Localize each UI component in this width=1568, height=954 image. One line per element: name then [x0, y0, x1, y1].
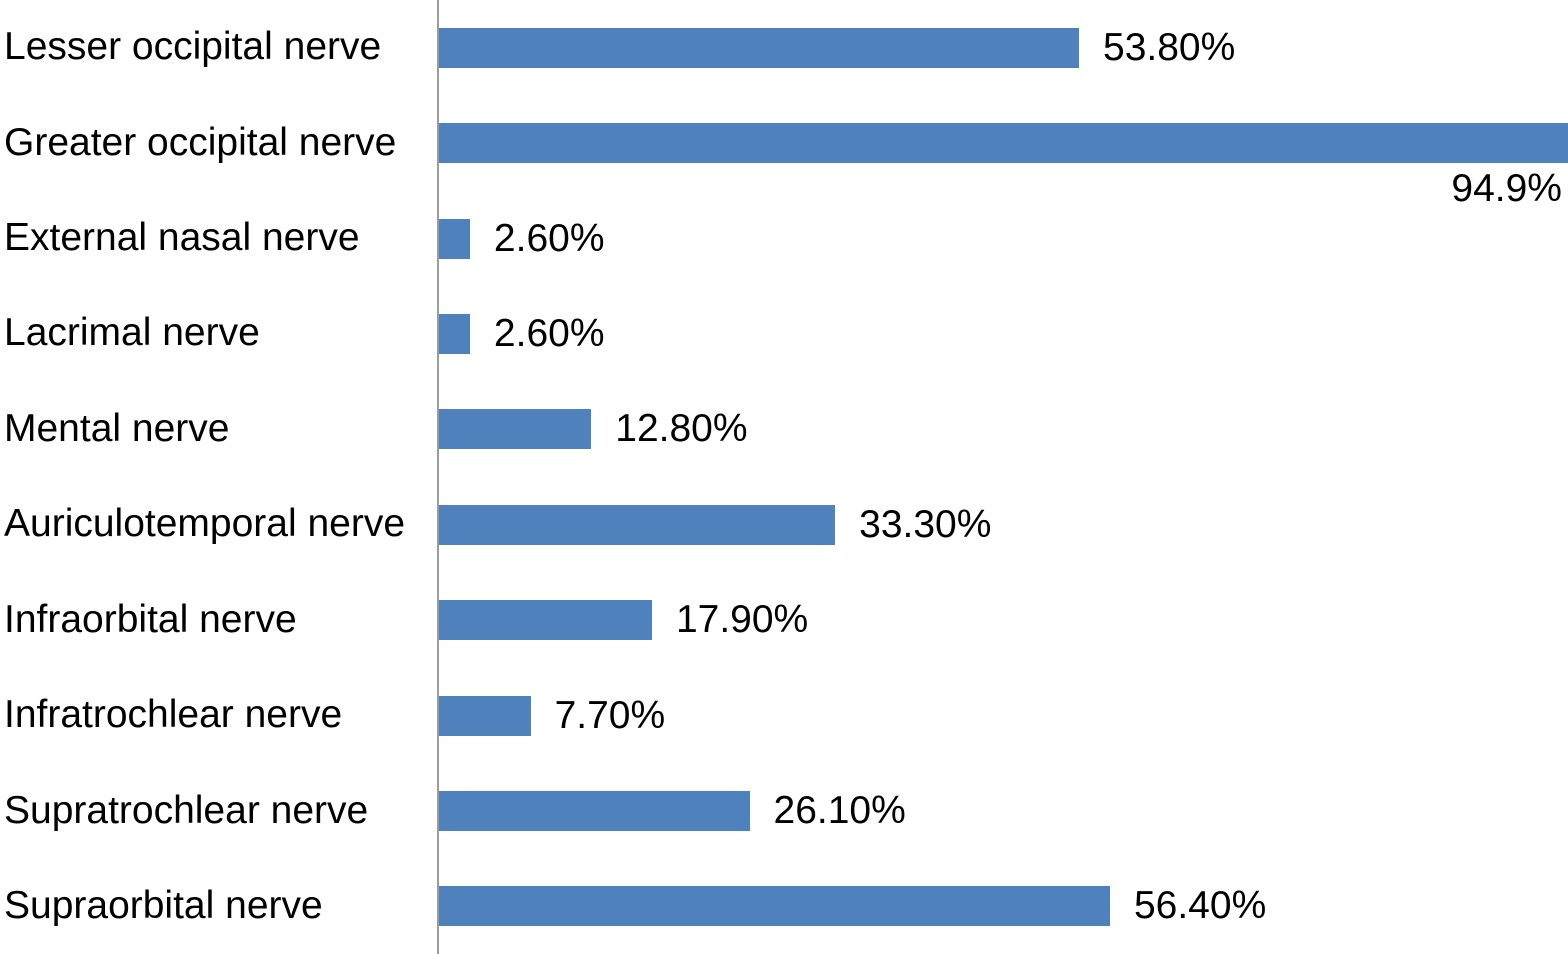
value-label: 2.60% [493, 311, 605, 355]
value-label: 17.90% [675, 598, 809, 642]
category-label: Lesser occipital nerve [4, 26, 382, 69]
y-axis-line [437, 0, 439, 954]
value-label: 2.60% [493, 216, 605, 260]
category-label: Greater occipital nerve [4, 121, 397, 164]
value-label: 26.10% [773, 788, 906, 832]
bar-area: 2.60% [439, 191, 1568, 286]
chart-row: Mental nerve 12.80% [0, 382, 1568, 477]
bar-area: 53.80% [439, 0, 1568, 95]
value-label: 94.9% [1451, 167, 1562, 211]
bar-area: 12.80% [439, 382, 1568, 477]
category-label: Supraorbital nerve [4, 884, 323, 927]
chart-row: External nasal nerve 2.60% [0, 191, 1568, 286]
category-label: Mental nerve [4, 407, 230, 450]
bar [439, 123, 1568, 164]
category-label: Auriculotemporal nerve [4, 503, 406, 546]
value-label: 33.30% [859, 502, 992, 546]
value-label: 12.80% [615, 407, 748, 451]
chart-row: Lacrimal nerve 2.60% [0, 286, 1568, 381]
chart-row: Infraorbital nerve 17.90% [0, 572, 1568, 667]
chart-row: Infratrochlear nerve 7.70% [0, 668, 1568, 763]
bar [439, 504, 836, 545]
category-label: Supratrochlear nerve [4, 789, 369, 832]
category-label: Infraorbital nerve [4, 598, 297, 641]
chart-row: Auriculotemporal nerve 33.30% [0, 477, 1568, 572]
bar [439, 409, 592, 450]
bar [439, 600, 652, 641]
value-label: 53.80% [1103, 25, 1236, 69]
value-label: 7.70% [554, 693, 666, 737]
chart-row: Supraorbital nerve 56.40% [0, 859, 1568, 954]
value-label: 56.40% [1133, 884, 1267, 928]
category-label: Infratrochlear nerve [4, 694, 343, 737]
bar [439, 27, 1080, 68]
bar [439, 695, 531, 736]
bar [439, 313, 470, 354]
category-label: Lacrimal nerve [4, 312, 260, 355]
bar [439, 790, 750, 831]
bar-area: 2.60% [439, 286, 1568, 381]
bar-area: 33.30% [439, 477, 1568, 572]
chart-row: Supratrochlear nerve 26.10% [0, 763, 1568, 858]
bar [439, 218, 470, 259]
bar-area: 17.90% [439, 572, 1568, 667]
bar [439, 886, 1110, 927]
category-label: External nasal nerve [4, 217, 360, 260]
chart-row: Lesser occipital nerve 53.80% [0, 0, 1568, 95]
chart-row: Greater occipital nerve 94.9% [0, 95, 1568, 210]
bar-area: 26.10% [439, 763, 1568, 858]
bar-area: 7.70% [439, 668, 1568, 763]
bar-area: 94.9% [439, 95, 1568, 210]
bar-area: 56.40% [439, 859, 1568, 954]
